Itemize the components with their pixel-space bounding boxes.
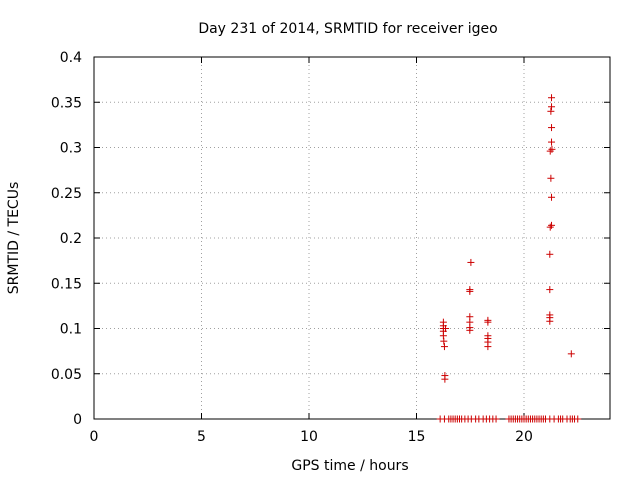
data-point [548, 94, 556, 102]
data-point [567, 350, 575, 358]
y-axis-label: SRMTID / TECUs [6, 182, 22, 295]
data-point [484, 318, 492, 326]
data-point [442, 325, 450, 332]
data-point [546, 147, 554, 155]
x-tick-label: 10 [300, 429, 318, 445]
plot-frame [93, 56, 611, 420]
data-point [546, 250, 554, 258]
y-tick-label: 0.3 [60, 141, 82, 157]
axis-ticks [93, 56, 610, 420]
data-point [466, 287, 474, 295]
chart-title: Day 231 of 2014, SRMTID for receiver ige… [198, 21, 497, 37]
y-tick-label: 0.1 [60, 322, 82, 338]
y-tick-label: 0.05 [51, 367, 82, 383]
y-tick-label: 0.4 [60, 50, 82, 66]
data-point [467, 258, 475, 266]
data-point [548, 138, 556, 146]
x-tick-label: 0 [90, 429, 99, 445]
data-point [440, 343, 448, 351]
data-point [546, 286, 554, 294]
x-tick-label: 5 [197, 429, 206, 445]
x-axis-label: GPS time / hours [291, 458, 408, 474]
gridlines [94, 57, 610, 419]
data-point [492, 415, 500, 423]
data-point [574, 415, 582, 423]
data-point [548, 145, 556, 153]
y-tick-labels: 0 0.05 0.1 0.15 0.2 0.25 0.3 0.35 0.4 [51, 50, 82, 428]
y-tick-label: 0.2 [60, 231, 82, 247]
x-tick-label: 15 [408, 429, 426, 445]
data-point [546, 223, 554, 231]
data-point [548, 193, 556, 201]
data-point [441, 375, 449, 383]
data-point [440, 337, 448, 345]
y-tick-label: 0.15 [51, 276, 82, 292]
y-tick-label: 0.25 [51, 186, 82, 202]
y-tick-label: 0.35 [51, 95, 82, 111]
data-point [547, 174, 555, 182]
data-points [436, 94, 582, 423]
data-point [548, 124, 556, 132]
y-tick-label: 0 [73, 412, 82, 428]
x-tick-label: 20 [515, 429, 533, 445]
data-point [548, 221, 556, 229]
x-tick-labels: 0 5 10 15 20 [90, 429, 533, 445]
data-point [466, 326, 474, 334]
data-point [484, 343, 492, 351]
data-point [546, 317, 554, 325]
data-point [548, 103, 556, 111]
data-point [547, 107, 555, 115]
